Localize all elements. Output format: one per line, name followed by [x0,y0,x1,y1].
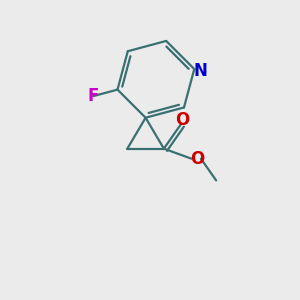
Text: O: O [190,150,204,168]
Text: F: F [88,87,99,105]
Text: N: N [194,61,208,80]
Text: O: O [175,111,189,129]
